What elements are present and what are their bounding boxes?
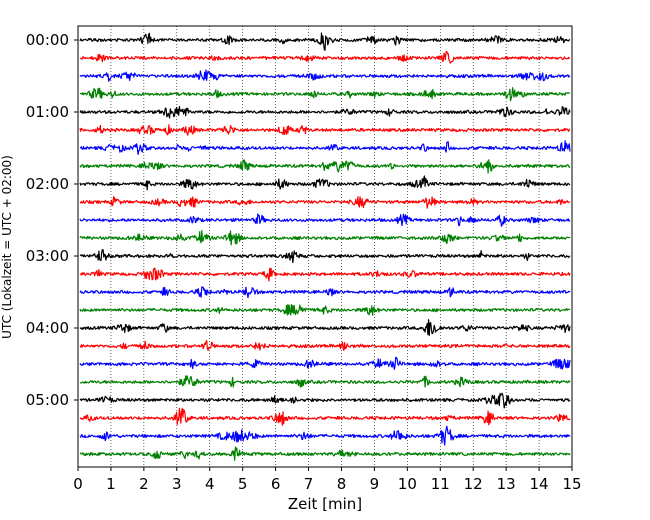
x-tick-label: 9	[370, 475, 380, 493]
y-axis-ticks: 00:00 01:00 02:00 03:00 04:00 05:00	[26, 31, 78, 409]
trace-0530	[79, 425, 571, 446]
trace-0430	[79, 356, 571, 370]
y-axis-label: UTC (Lokalzeit = UTC + 02:00)	[0, 155, 14, 339]
trace-0245	[79, 230, 571, 246]
x-tick-label: 14	[530, 475, 549, 493]
y-tick-label: 01:00	[26, 103, 69, 121]
trace-0100	[79, 106, 571, 119]
trace-0130	[79, 140, 571, 155]
x-tick-label: 13	[497, 475, 516, 493]
plot-frame	[77, 25, 573, 468]
x-tick-label: 0	[73, 475, 83, 493]
y-tick-label: 04:00	[26, 319, 69, 337]
x-axis-ticks: 0 1 2 3 4 5 6 7 8 9 10 11 12 13 14 15	[73, 467, 582, 493]
trace-0545	[79, 446, 571, 461]
trace-0015	[80, 50, 571, 64]
x-tick-label: 12	[464, 475, 483, 493]
trace-0445	[79, 375, 571, 388]
trace-0200	[79, 175, 571, 191]
x-tick-label: 7	[304, 475, 314, 493]
x-tick-label: 4	[205, 475, 215, 493]
trace-0400	[79, 319, 571, 337]
x-tick-label: 10	[398, 475, 417, 493]
y-tick-label: 03:00	[26, 247, 69, 265]
trace-0145	[79, 159, 571, 174]
trace-0315	[79, 267, 571, 282]
y-tick-label: 02:00	[26, 175, 69, 193]
trace-0000	[79, 32, 571, 51]
trace-0215	[79, 196, 571, 209]
x-tick-label: 5	[238, 475, 248, 493]
trace-0415	[79, 340, 571, 351]
x-tick-label: 3	[172, 475, 182, 493]
y-tick-label: 05:00	[26, 391, 69, 409]
trace-0115	[79, 124, 571, 136]
trace-0030	[79, 69, 571, 82]
x-tick-label: 15	[562, 475, 581, 493]
x-axis-label: Zeit [min]	[288, 495, 362, 513]
x-tick-label: 6	[271, 475, 281, 493]
trace-0230	[79, 213, 571, 227]
y-tick-label: 00:00	[26, 31, 69, 49]
trace-0515	[79, 407, 571, 426]
x-tick-label: 8	[337, 475, 347, 493]
trace-0500	[79, 392, 571, 409]
trace-0045	[79, 87, 571, 102]
x-tick-label: 1	[106, 475, 116, 493]
x-tick-label: 2	[139, 475, 149, 493]
trace-0330	[79, 286, 571, 299]
seismic-traces	[79, 32, 571, 461]
trace-0300	[79, 249, 571, 264]
trace-0345	[79, 303, 571, 316]
x-tick-label: 11	[431, 475, 450, 493]
